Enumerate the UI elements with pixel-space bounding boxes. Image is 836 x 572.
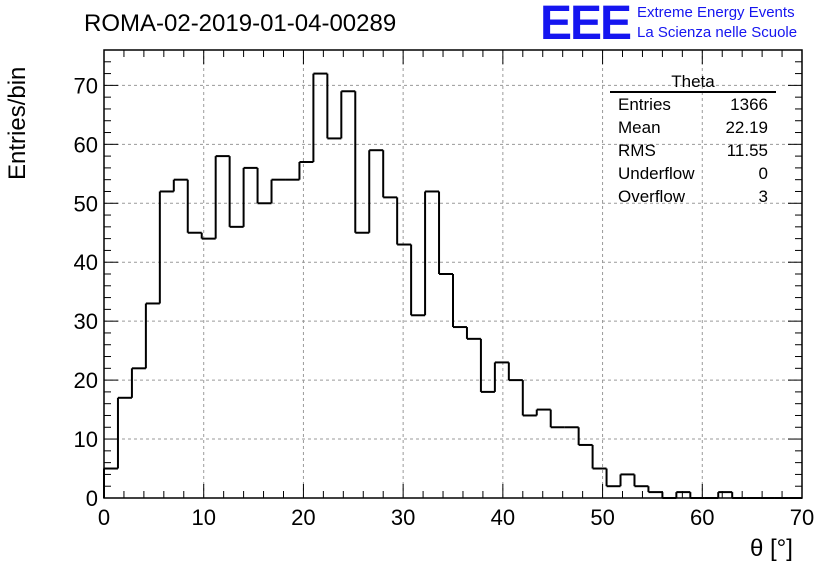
x-tick-label: 30 [391, 505, 415, 530]
histogram-bin [438, 191, 453, 275]
histogram-bin [549, 409, 565, 429]
y-tick-label: 20 [74, 368, 98, 393]
histogram-bin [647, 486, 663, 494]
histogram-bin [312, 72, 328, 162]
y-tick-label: 30 [74, 309, 98, 334]
histogram-bin [452, 274, 467, 329]
histogram-bin [368, 149, 384, 233]
histogram-bin [256, 167, 272, 205]
stats-title: Theta [610, 72, 776, 93]
y-tick-label: 60 [74, 132, 98, 157]
x-tick-label: 0 [98, 505, 110, 530]
histogram-bin [619, 473, 635, 487]
histogram-bin [228, 156, 244, 228]
stats-row: RMS 11.55 [610, 139, 776, 162]
histogram-bin [354, 91, 370, 234]
stats-label: RMS [618, 141, 656, 160]
x-tick-label: 10 [191, 505, 215, 530]
histogram-bin [172, 178, 188, 192]
stats-row: Mean 22.19 [610, 116, 776, 139]
stats-label: Overflow [618, 187, 686, 206]
x-axis-label: θ [°] [750, 535, 793, 562]
histogram-bin [717, 491, 733, 498]
eee-logo-text: Extreme Energy Events La Scienza nelle S… [637, 3, 797, 43]
histogram-bin [731, 492, 747, 499]
y-tick-label: 10 [74, 427, 98, 452]
grid-lines [104, 50, 802, 498]
histogram-bin [479, 338, 495, 393]
stats-value: 11.55 [726, 141, 768, 160]
histogram-bin [661, 492, 677, 499]
histogram-bin [507, 362, 523, 382]
histogram-bin [382, 150, 398, 199]
histogram-bin [493, 361, 509, 392]
histogram-bin [633, 474, 649, 488]
histogram-bin [675, 491, 691, 498]
stats-value: 3 [758, 187, 768, 206]
histogram-bin [116, 396, 132, 469]
histogram-bin [103, 467, 118, 498]
logo-line-1: Extreme Energy Events [637, 4, 795, 21]
histogram-bin [410, 244, 426, 317]
histogram-bin [465, 327, 481, 340]
histogram-bin [535, 408, 551, 416]
stats-row: Entries 1366 [610, 93, 776, 116]
histogram-bin [186, 179, 202, 234]
x-tick-label: 20 [291, 505, 315, 530]
stats-row: Overflow 3 [610, 185, 776, 208]
x-tick-label: 50 [590, 505, 614, 530]
histogram-bin [242, 166, 258, 227]
y-tick-label: 70 [74, 73, 98, 98]
histogram-bin [130, 367, 146, 398]
stats-box: Theta Entries 1366 Mean 22.19 RMS 11.55 … [610, 72, 776, 208]
histogram-bin [200, 232, 216, 240]
histogram-bin [340, 90, 356, 139]
histogram-bin [158, 190, 174, 304]
histogram-bin [214, 155, 230, 239]
x-tick-label: 40 [491, 505, 515, 530]
y-tick-label: 0 [86, 486, 98, 511]
histogram-bin [605, 468, 621, 488]
stats-value: 1366 [730, 95, 768, 114]
chart-title: ROMA-02-2019-01-04-00289 [84, 10, 397, 37]
histogram-bin [326, 73, 342, 140]
stats-row: Underflow 0 [610, 162, 776, 185]
axes-frame [103, 49, 803, 499]
histogram-bin [298, 161, 314, 180]
eee-logo: EEE [540, 0, 632, 50]
histogram-bin [396, 197, 412, 246]
histogram-bin [577, 427, 593, 446]
y-tick-label: 40 [74, 250, 98, 275]
histogram-bin [521, 380, 537, 417]
y-axis-label: Entries/bin [4, 66, 31, 180]
stats-value: 22.19 [725, 118, 768, 137]
histogram-bin [144, 302, 160, 369]
histogram-bin [424, 190, 440, 316]
stats-label: Underflow [618, 164, 695, 183]
stats-label: Mean [618, 118, 661, 137]
y-tick-label: 50 [74, 191, 98, 216]
x-tick-label: 60 [690, 505, 714, 530]
x-tick-label: 70 [790, 505, 814, 530]
stats-label: Entries [618, 95, 671, 114]
logo-line-2: La Scienza nelle Scuole [637, 24, 798, 41]
histogram-bin [270, 178, 286, 204]
histogram-bin [591, 444, 607, 470]
stats-value: 0 [758, 164, 768, 183]
